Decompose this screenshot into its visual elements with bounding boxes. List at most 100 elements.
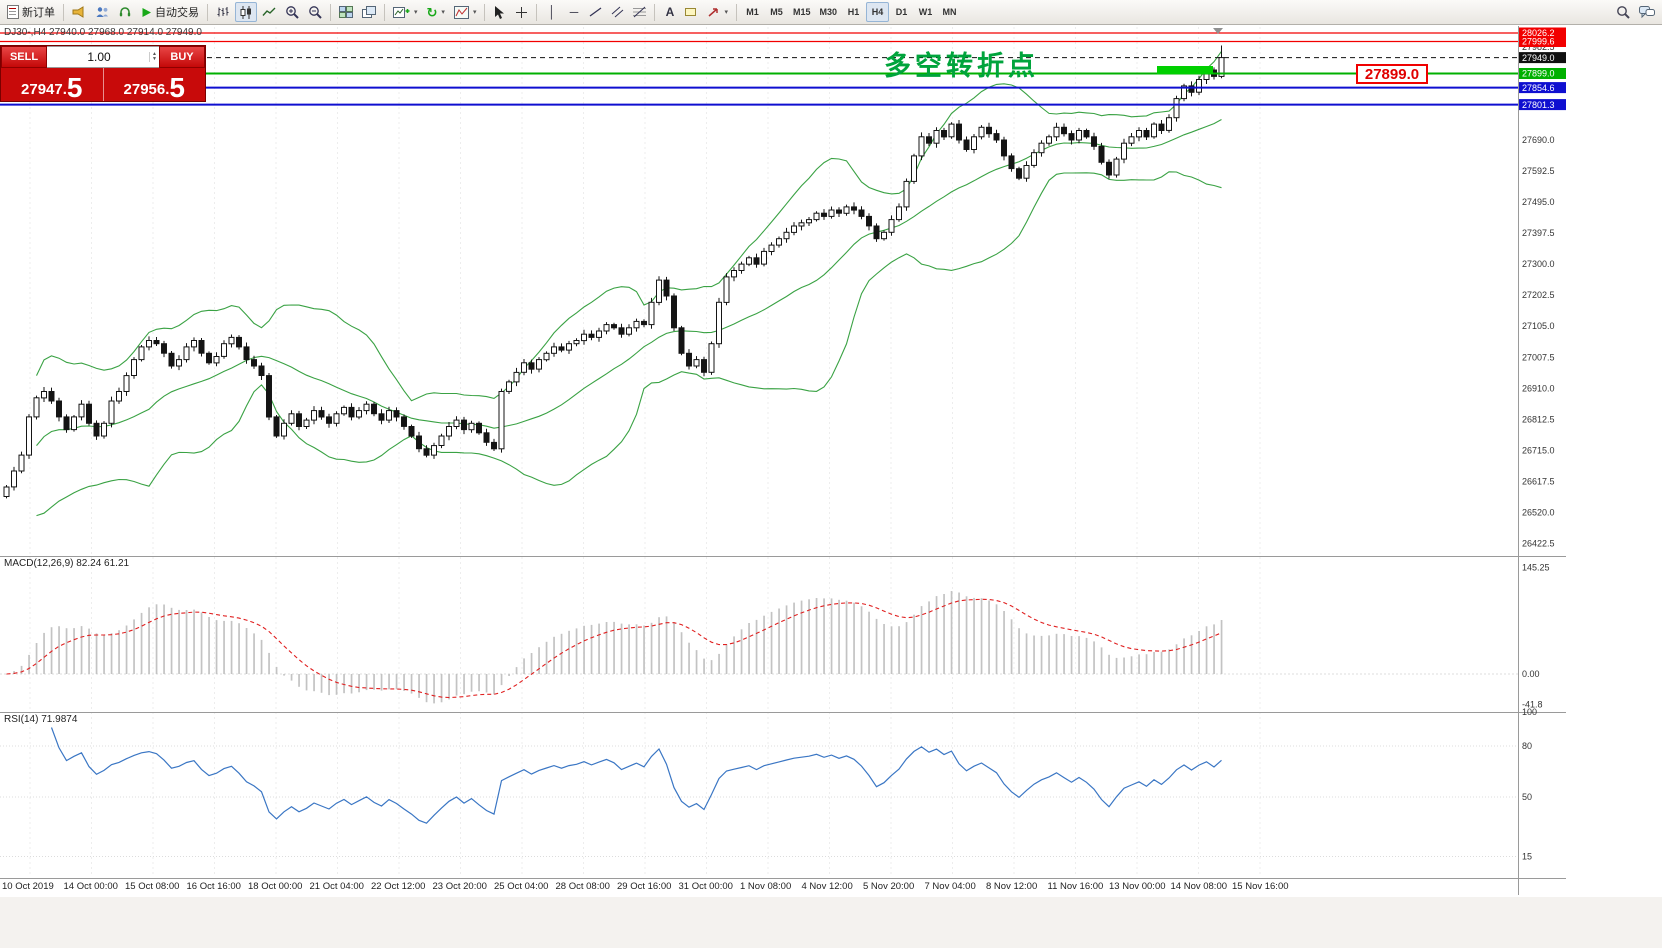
channel-tool-button[interactable]: [607, 2, 628, 22]
svg-text:27949.0: 27949.0: [1522, 53, 1555, 63]
timeframe-d1[interactable]: D1: [890, 2, 913, 22]
svg-text:27999.6: 27999.6: [1522, 37, 1555, 47]
cursor-tool-button[interactable]: [489, 2, 510, 22]
indicators-button[interactable]: ▾: [450, 2, 481, 22]
chat-button[interactable]: [1635, 2, 1659, 22]
spinner-up-icon[interactable]: ▲: [152, 51, 157, 57]
horizontal-line-icon: ─: [569, 5, 579, 19]
sell-button[interactable]: SELL: [1, 46, 47, 68]
timeframe-m15[interactable]: M15: [789, 2, 815, 22]
text-tool-button[interactable]: A: [659, 2, 680, 22]
svg-text:27854.6: 27854.6: [1522, 83, 1555, 93]
sell-price-main: 27947.: [21, 81, 67, 98]
svg-text:-41.8: -41.8: [1522, 700, 1543, 710]
svg-text:27300.0: 27300.0: [1522, 259, 1555, 269]
svg-text:29 Oct 16:00: 29 Oct 16:00: [617, 881, 671, 892]
zoom-in-button[interactable]: [281, 2, 303, 22]
timeframe-h4[interactable]: H4: [866, 2, 889, 22]
bar-chart-button[interactable]: [212, 2, 234, 22]
volume-spinner[interactable]: ▲ ▼: [149, 52, 157, 62]
separator: [384, 3, 385, 21]
rsi-label: RSI(14) 71.9874: [4, 714, 78, 725]
dropdown-arrow-icon: ▾: [441, 9, 445, 16]
svg-text:15: 15: [1522, 852, 1532, 862]
separator: [484, 3, 486, 21]
svg-text:8 Nov 12:00: 8 Nov 12:00: [986, 881, 1037, 892]
buy-button[interactable]: BUY: [159, 46, 205, 68]
autotrading-play-icon: [141, 7, 152, 18]
separator: [207, 3, 208, 21]
volume-input[interactable]: 1.00 ▲ ▼: [47, 46, 159, 68]
headset-icon: [118, 6, 132, 18]
zoom-out-button[interactable]: [304, 2, 326, 22]
fibonacci-tool-button[interactable]: [629, 2, 650, 22]
crosshair-icon: [515, 6, 528, 19]
text-tool-icon: A: [665, 5, 675, 19]
timeframe-w1[interactable]: W1: [914, 2, 937, 22]
timeframe-mn[interactable]: MN: [938, 2, 961, 22]
svg-text:26812.5: 26812.5: [1522, 414, 1555, 424]
timeframe-h1[interactable]: H1: [842, 2, 865, 22]
svg-text:0.00: 0.00: [1522, 669, 1540, 679]
fibonacci-icon: [633, 6, 647, 18]
line-chart-icon: [262, 6, 276, 18]
arrows-tool-button[interactable]: ▾: [703, 2, 732, 22]
buy-price-main: 27956.: [123, 81, 170, 98]
svg-text:100: 100: [1522, 707, 1537, 717]
new-chart-button[interactable]: ▾: [389, 2, 422, 22]
svg-text:10 Oct 2019: 10 Oct 2019: [2, 881, 54, 892]
svg-text:26715.0: 26715.0: [1522, 445, 1555, 455]
level-lines: [0, 32, 1518, 106]
refresh-button[interactable]: ↻ ▾: [423, 2, 449, 22]
search-button[interactable]: [1612, 2, 1634, 22]
crosshair-tool-button[interactable]: [511, 2, 532, 22]
news-button[interactable]: [68, 2, 90, 22]
new-order-icon: [7, 5, 19, 19]
trendline-icon: [589, 6, 602, 18]
new-chart-icon: [393, 6, 410, 19]
new-order-button[interactable]: 新订单: [3, 2, 59, 22]
volume-value: 1.00: [87, 50, 111, 64]
spinner-down-icon[interactable]: ▼: [152, 56, 157, 62]
label-tool-button[interactable]: [681, 2, 702, 22]
svg-text:26520.0: 26520.0: [1522, 507, 1555, 517]
horizontal-line-tool-button[interactable]: ─: [563, 2, 584, 22]
svg-text:27397.5: 27397.5: [1522, 228, 1555, 238]
zoom-out-icon: [308, 5, 322, 19]
svg-text:13 Nov 00:00: 13 Nov 00:00: [1109, 881, 1166, 892]
autotrading-button[interactable]: 自动交易: [137, 2, 203, 22]
svg-text:15 Nov 16:00: 15 Nov 16:00: [1232, 881, 1289, 892]
timeframe-m5[interactable]: M5: [765, 2, 788, 22]
cascade-windows-button[interactable]: [358, 2, 380, 22]
chat-icon: [1639, 5, 1655, 19]
channel-icon: [611, 6, 624, 18]
svg-text:27495.0: 27495.0: [1522, 197, 1555, 207]
timeframe-m30[interactable]: M30: [815, 2, 841, 22]
macd-label: MACD(12,26,9) 82.24 61.21: [4, 558, 130, 569]
price-level-box[interactable]: 27899.0: [1356, 64, 1428, 84]
timeframe-m1[interactable]: M1: [741, 2, 764, 22]
tile-windows-icon: [339, 5, 353, 19]
line-chart-button[interactable]: [258, 2, 280, 22]
svg-text:15 Oct 08:00: 15 Oct 08:00: [125, 881, 179, 892]
svg-text:16 Oct 16:00: 16 Oct 16:00: [187, 881, 241, 892]
candlestick-chart-button[interactable]: [235, 2, 257, 22]
svg-text:18 Oct 00:00: 18 Oct 00:00: [248, 881, 302, 892]
chart-area[interactable]: [0, 26, 1518, 878]
community-button[interactable]: [91, 2, 113, 22]
turning-point-annotation[interactable]: 多空转折点: [884, 51, 1039, 81]
main-toolbar: 新订单 自动交易 ▾ ↻ ▾ ▾ │ ─ A ▾ M1 M5 M15 M30 H1 H4 D1…: [0, 0, 1662, 25]
tile-windows-button[interactable]: [335, 2, 357, 22]
svg-text:26910.0: 26910.0: [1522, 383, 1555, 393]
svg-text:80: 80: [1522, 741, 1532, 751]
trendline-tool-button[interactable]: [585, 2, 606, 22]
rsi-panel: 100 80 50 15: [0, 707, 1537, 862]
vertical-line-tool-button[interactable]: │: [541, 2, 562, 22]
svg-text:14 Oct 00:00: 14 Oct 00:00: [64, 881, 118, 892]
support-button[interactable]: [114, 2, 136, 22]
timeframe-group: M1 M5 M15 M30 H1 H4 D1 W1 MN: [741, 2, 961, 22]
svg-text:28026.2: 28026.2: [1522, 28, 1555, 38]
vertical-line-icon: │: [548, 5, 556, 19]
candlestick-chart-icon: [239, 5, 253, 19]
